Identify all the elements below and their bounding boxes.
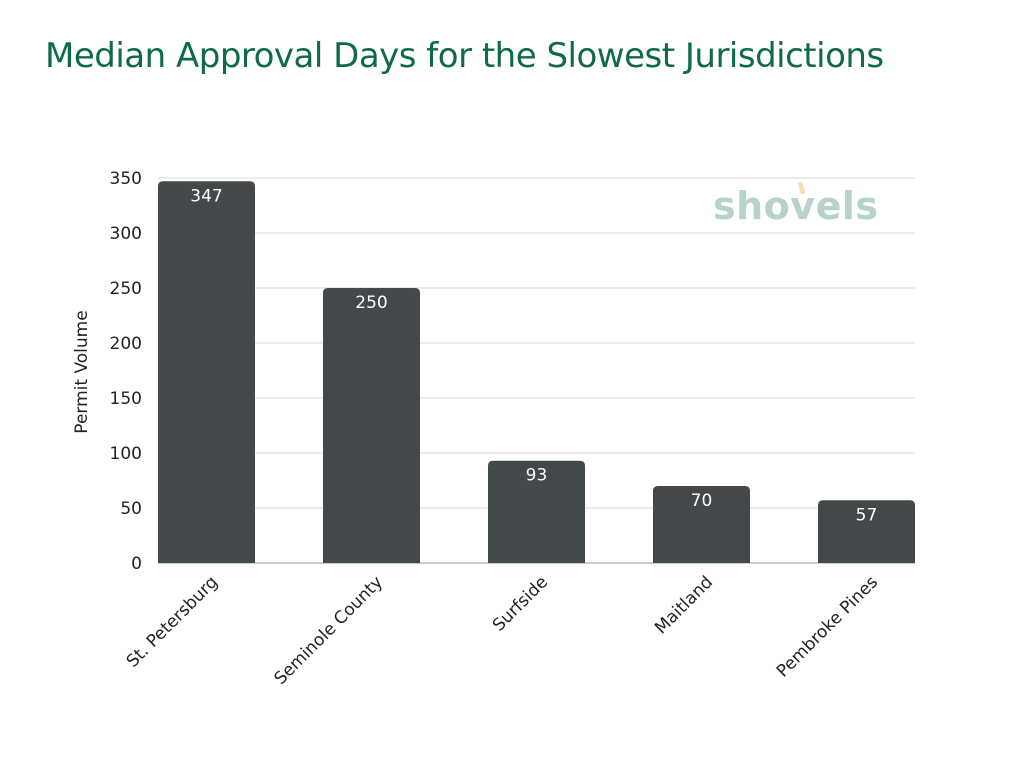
y-axis-label: Permit Volume	[72, 310, 92, 433]
y-tick-label: 100	[110, 444, 142, 464]
x-tick-label: Maitland	[651, 572, 717, 638]
data-label: 70	[691, 491, 713, 511]
bar	[323, 288, 420, 563]
x-tick-label: Surfside	[489, 572, 552, 635]
bar	[818, 500, 915, 563]
y-tick-label: 250	[110, 279, 142, 299]
data-label: 93	[526, 466, 548, 486]
shovels-logo: shov els	[713, 181, 878, 228]
data-label: 57	[856, 505, 878, 525]
bar	[158, 181, 255, 564]
y-tick-label: 0	[131, 554, 142, 574]
bar	[653, 486, 750, 563]
y-tick-label: 200	[110, 334, 142, 354]
x-tick-label: St. Petersburg	[123, 572, 222, 671]
x-tick-label: Seminole County	[270, 572, 387, 689]
y-tick-label: 50	[120, 499, 142, 519]
data-label: 347	[190, 186, 222, 206]
data-label: 250	[355, 293, 387, 313]
chart-title: Median Approval Days for the Slowest Jur…	[45, 36, 884, 76]
x-tick-label: Pembroke Pines	[773, 572, 882, 681]
y-tick-label: 150	[110, 389, 142, 409]
y-tick-label: 300	[110, 224, 142, 244]
bar	[488, 460, 585, 563]
y-tick-label: 350	[110, 169, 142, 189]
